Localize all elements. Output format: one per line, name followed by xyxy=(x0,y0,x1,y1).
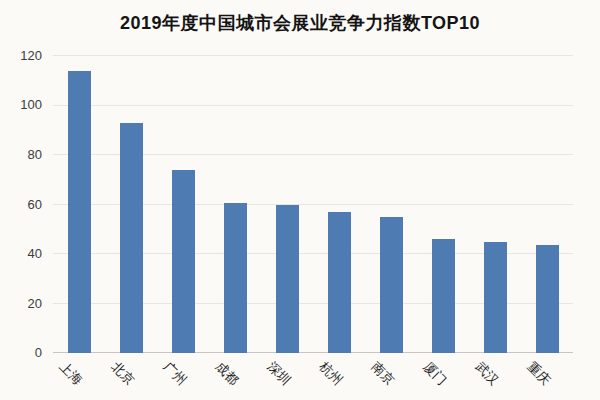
x-label-slot: 厦门 xyxy=(417,355,469,400)
bar-slot xyxy=(105,56,157,353)
y-tick-label: 100 xyxy=(0,98,42,112)
bar-重庆 xyxy=(536,245,559,353)
bar-slot xyxy=(365,56,417,353)
x-label-slot: 南京 xyxy=(365,355,417,400)
bar-slot xyxy=(521,56,573,353)
x-tick-label: 杭州 xyxy=(315,358,346,389)
x-tick-label: 深圳 xyxy=(263,358,294,389)
bar-杭州 xyxy=(328,212,351,353)
x-tick-label: 武汉 xyxy=(471,358,502,389)
x-tick-label: 厦门 xyxy=(419,358,450,389)
x-tick-label: 广州 xyxy=(159,358,190,389)
y-tick-label: 0 xyxy=(0,346,42,360)
y-tick-label: 120 xyxy=(0,49,42,63)
x-tick-label: 成都 xyxy=(211,358,242,389)
x-label-slot: 成都 xyxy=(209,355,261,400)
bar-广州 xyxy=(172,170,195,353)
y-tick-label: 80 xyxy=(0,148,42,162)
bar-slot xyxy=(469,56,521,353)
bar-slot xyxy=(157,56,209,353)
bar-厦门 xyxy=(432,239,455,353)
x-axis: 上海北京广州成都深圳杭州南京厦门武汉重庆 xyxy=(53,355,573,400)
x-label-slot: 杭州 xyxy=(313,355,365,400)
x-tick-label: 重庆 xyxy=(523,358,554,389)
bar-slot xyxy=(261,56,313,353)
bar-成都 xyxy=(224,203,247,353)
x-tick-label: 上海 xyxy=(55,358,86,389)
y-tick-label: 60 xyxy=(0,198,42,212)
bar-slot xyxy=(53,56,105,353)
bar-武汉 xyxy=(484,242,507,353)
x-tick-label: 南京 xyxy=(367,358,398,389)
bar-slot xyxy=(209,56,261,353)
y-axis: 020406080100120 xyxy=(0,56,47,353)
y-tick-label: 20 xyxy=(0,297,42,311)
x-label-slot: 深圳 xyxy=(261,355,313,400)
x-label-slot: 北京 xyxy=(105,355,157,400)
bar-slot xyxy=(417,56,469,353)
x-label-slot: 上海 xyxy=(53,355,105,400)
x-label-slot: 重庆 xyxy=(521,355,573,400)
bar-slot xyxy=(313,56,365,353)
bar-chart: 2019年度中国城市会展业竞争力指数TOP10 020406080100120 … xyxy=(0,0,600,400)
chart-title: 2019年度中国城市会展业竞争力指数TOP10 xyxy=(0,11,600,35)
bar-北京 xyxy=(120,123,143,353)
x-tick-label: 北京 xyxy=(107,358,138,389)
y-tick-label: 40 xyxy=(0,247,42,261)
bar-深圳 xyxy=(276,205,299,354)
bar-南京 xyxy=(380,217,403,353)
bar-上海 xyxy=(68,71,91,353)
x-label-slot: 武汉 xyxy=(469,355,521,400)
bars xyxy=(53,56,573,353)
plot-area xyxy=(53,56,573,353)
x-label-slot: 广州 xyxy=(157,355,209,400)
